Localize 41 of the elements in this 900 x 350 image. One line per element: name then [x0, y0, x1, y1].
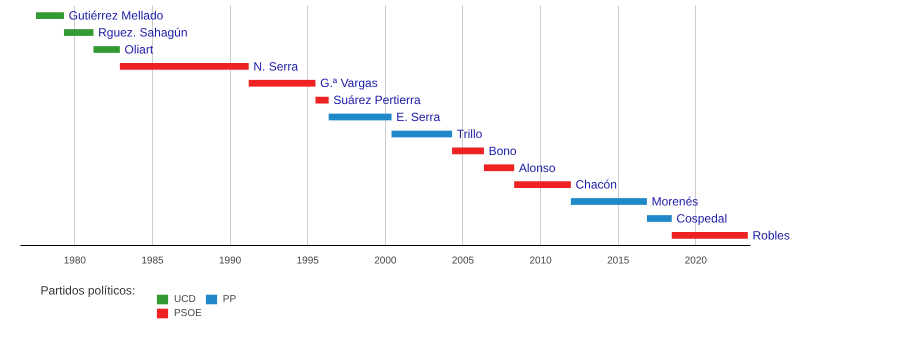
y-tick-label: Bono: [488, 144, 517, 158]
bar: [64, 29, 94, 36]
y-tick-label: E. Serra: [396, 110, 441, 124]
bar: [672, 232, 748, 239]
y-tick-label: Cospedal: [676, 211, 728, 226]
y-tick-label: Rguez. Sahagún: [98, 26, 188, 40]
x-tick-label: 2020: [684, 256, 708, 266]
bar: [646, 215, 672, 222]
y-tick-label: Trillo: [456, 126, 483, 141]
bar: [120, 62, 249, 70]
y-tick-label: Alonso: [518, 160, 556, 175]
y-tick-label: Morenés: [652, 194, 698, 209]
y-tick-label: G.ª Vargas: [320, 76, 378, 90]
bar: [392, 130, 452, 138]
legend-title: Partidos políticos:: [40, 284, 136, 298]
y-tick-label: Gutiérrez Mellado: [68, 8, 164, 23]
x-tick-label: 2000: [374, 256, 397, 266]
bar: [315, 96, 329, 104]
x-tick-label: 2015: [607, 256, 630, 266]
x-tick-label: 1985: [141, 256, 164, 266]
y-tick-label: Oliart: [124, 42, 154, 56]
x-tick-label: 1995: [296, 256, 320, 266]
bar: [36, 12, 64, 20]
bar: [514, 181, 571, 188]
bar: [484, 164, 514, 172]
y-tick-label: Chacón: [576, 178, 617, 192]
y-tick-label: N. Serra: [253, 59, 298, 74]
bar: [328, 114, 392, 120]
x-tick-label: 2005: [452, 256, 475, 266]
y-tick-label: Suárez Pertierra: [333, 93, 422, 108]
legend-label: PP: [222, 293, 238, 305]
bar: [93, 46, 120, 53]
x-tick-label: 2010: [529, 256, 552, 266]
legend-label: PSOE: [174, 307, 202, 319]
bar: [452, 147, 484, 154]
y-tick-label: Robles: [752, 228, 790, 242]
bar: [248, 80, 316, 87]
x-tick-label: 1980: [64, 256, 86, 266]
legend-label: UCD: [174, 293, 196, 305]
bar: [570, 198, 647, 205]
x-tick-label: 1990: [218, 256, 242, 266]
